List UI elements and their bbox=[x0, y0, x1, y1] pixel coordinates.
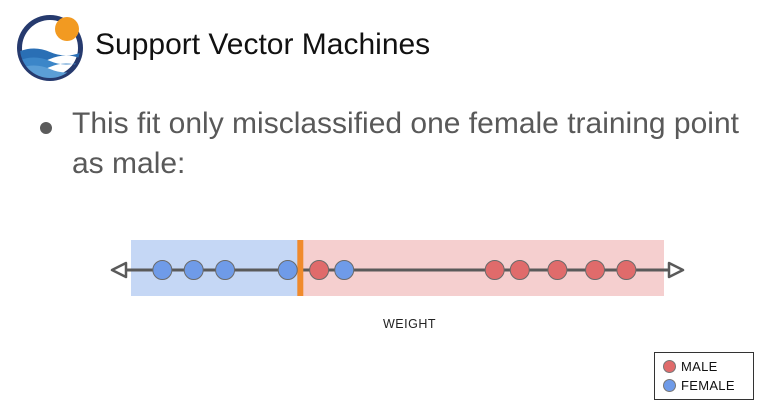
point-male-6 bbox=[616, 260, 637, 280]
decision-threshold bbox=[297, 240, 304, 296]
weight-axis bbox=[110, 261, 685, 279]
point-male-4 bbox=[547, 260, 568, 280]
point-male-1 bbox=[309, 260, 330, 280]
point-female-1 bbox=[152, 260, 173, 280]
point-male-2 bbox=[484, 260, 505, 280]
logo-sun bbox=[55, 17, 79, 41]
legend: MALE FEMALE bbox=[654, 352, 754, 400]
threshold-line bbox=[297, 240, 304, 296]
page-title: Support Vector Machines bbox=[95, 28, 431, 61]
x-axis-label: WEIGHT bbox=[383, 317, 436, 331]
legend-item-male: MALE bbox=[663, 357, 745, 376]
point-female-3 bbox=[215, 260, 236, 280]
point-female-2 bbox=[183, 260, 204, 280]
logo-wave-3 bbox=[20, 65, 80, 78]
point-female-5 bbox=[334, 260, 355, 280]
axis-arrow-right-icon bbox=[667, 261, 685, 279]
legend-item-female: FEMALE bbox=[663, 376, 745, 395]
region-male bbox=[300, 240, 664, 296]
point-female-4 bbox=[277, 260, 298, 280]
legend-swatch-male bbox=[663, 360, 676, 373]
legend-label-male: MALE bbox=[681, 359, 718, 374]
bullet-dot-icon bbox=[40, 122, 52, 134]
point-male-3 bbox=[509, 260, 530, 280]
legend-label-female: FEMALE bbox=[681, 378, 735, 393]
point-male-5 bbox=[585, 260, 606, 280]
legend-swatch-female bbox=[663, 379, 676, 392]
axis-arrow-left-icon bbox=[110, 261, 128, 279]
data-points bbox=[152, 260, 637, 280]
logo-icon bbox=[17, 15, 83, 81]
classification-regions bbox=[131, 240, 664, 296]
bullet-text: This fit only misclassified one female t… bbox=[72, 107, 739, 180]
